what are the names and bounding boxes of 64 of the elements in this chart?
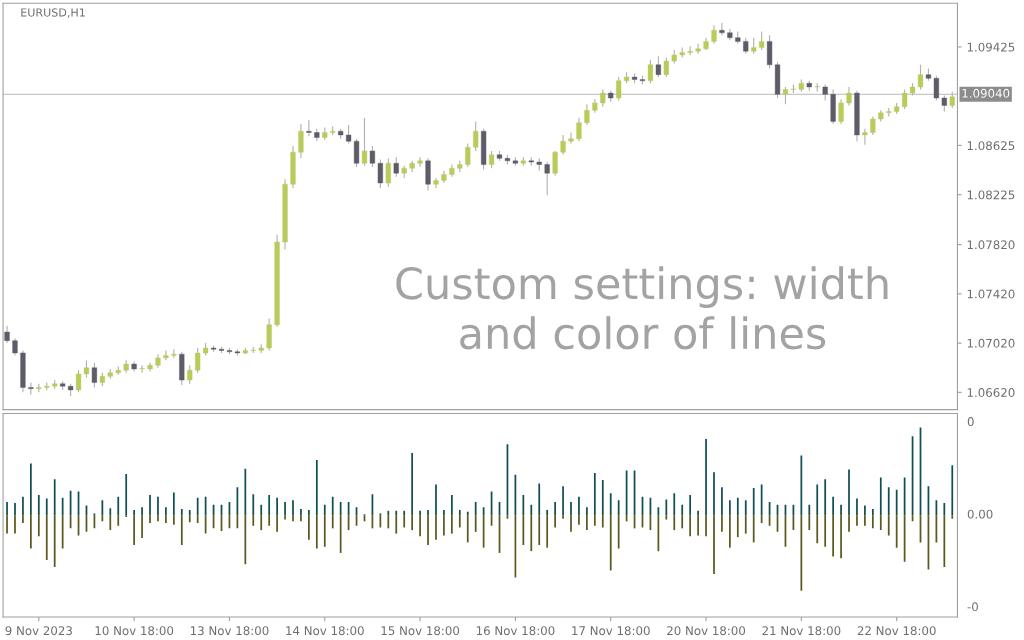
x-tick-label: 16 Nov 18:00 (476, 626, 555, 636)
candlestick (552, 150, 558, 177)
candlestick (91, 362, 98, 388)
y-tick-label: 1.07420 (967, 289, 1015, 299)
y-tick-label: 1.07820 (967, 240, 1015, 250)
x-tick-label: 17 Nov 18:00 (572, 626, 650, 636)
y-tick-label: 1.08625 (967, 141, 1015, 151)
candlestick (465, 143, 471, 168)
ref-line-label: 1.09040 (962, 88, 1010, 98)
candlestick (719, 22, 725, 36)
x-tick-label: 14 Nov 18:00 (286, 626, 364, 636)
candlestick (711, 24, 717, 45)
candlestick (433, 177, 439, 189)
candlestick (369, 145, 376, 168)
candlestick (377, 159, 383, 189)
candlestick (361, 117, 368, 167)
candlestick (655, 55, 661, 78)
chart-title: EURUSD,H1 (21, 8, 85, 18)
x-tick-label: 9 Nov 2023 (5, 626, 72, 636)
candlestick (187, 364, 193, 385)
candlestick (663, 56, 669, 78)
candlestick (298, 123, 304, 159)
y-tick-label: 1.08225 (967, 190, 1015, 200)
annotation: Custom settings: width and color of lines (396, 266, 888, 350)
candlestick (695, 43, 701, 55)
x-tick-label: 21 Nov 18:00 (762, 626, 841, 636)
candlestick (473, 120, 479, 152)
candlestick (346, 124, 352, 145)
candlestick (425, 157, 431, 191)
candlestick (417, 156, 423, 168)
candlestick (870, 115, 876, 136)
candlestick (353, 138, 360, 168)
candlestick (28, 381, 34, 396)
candlestick (139, 364, 145, 374)
candlestick (544, 161, 550, 196)
x-tick-label: 10 Nov 18:00 (95, 626, 174, 636)
candlestick (759, 30, 765, 51)
candlestick (862, 128, 868, 146)
candlestick (560, 134, 566, 156)
candlestick (576, 117, 582, 142)
candlestick (838, 98, 844, 125)
candlestick (933, 75, 939, 102)
x-tick-label: 13 Nov 18:00 (190, 626, 269, 636)
text: 0 (967, 417, 974, 427)
text: 0.00 (967, 509, 993, 519)
x-tick-label: 22 Nov 18:00 (857, 626, 936, 636)
candlestick (163, 349, 169, 361)
candlestick (393, 156, 399, 178)
candlestick (902, 88, 908, 110)
candlestick (647, 59, 654, 84)
text: -0 (967, 602, 978, 612)
candlestick (584, 103, 590, 126)
y-tick-label: 1.07020 (967, 338, 1015, 348)
candlestick (306, 119, 312, 137)
candlestick (195, 347, 201, 374)
x-tick-label: 15 Nov 18:00 (381, 626, 460, 636)
candlestick (568, 131, 574, 145)
y-tick-label: 1.06620 (967, 388, 1015, 398)
candlestick (616, 76, 622, 102)
candlestick (846, 86, 852, 106)
candlestick (266, 317, 272, 352)
x-tick-label: 20 Nov 18:00 (667, 626, 746, 636)
candlestick (385, 157, 391, 188)
y-tick-label: 1.09425 (967, 42, 1015, 52)
